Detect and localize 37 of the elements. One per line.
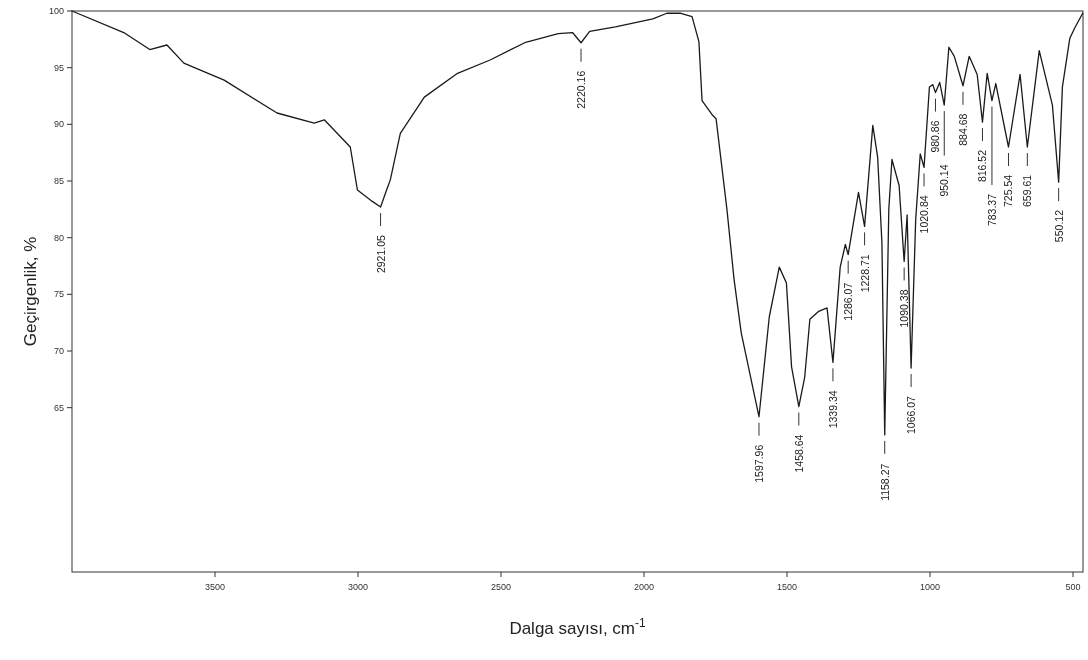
annotation: 950.14 <box>938 164 951 197</box>
x-tick-label: 500 <box>1065 582 1081 592</box>
annotation: 1286.07 <box>842 282 855 321</box>
annotation: 783.37 <box>985 193 998 227</box>
y-tick-label: 65 <box>53 402 64 413</box>
annotation: 2921.05 <box>374 234 387 274</box>
annotation: 659.61 <box>1021 174 1034 207</box>
annotation: 816.52 <box>976 149 989 183</box>
annotation: 1158.27 <box>878 463 891 501</box>
annotation: 1458.64 <box>792 434 805 473</box>
annotation: 884.68 <box>956 113 969 146</box>
x-axis-title: Dalga sayısı, cm$^{-1}$ <box>509 616 646 638</box>
y-axis-title: Geçirgenlik, % <box>21 236 40 347</box>
x-tick-label: 3000 <box>347 582 369 592</box>
annotation: 550.12 <box>1052 209 1065 243</box>
annotation: 1090.38 <box>898 289 911 328</box>
y-tick-label: 95 <box>53 62 64 73</box>
annotation: 725.54 <box>1002 174 1015 207</box>
annotation: 1339.34 <box>826 390 839 429</box>
annotation: 1020.84 <box>918 195 931 234</box>
y-tick-label: 75 <box>53 289 64 300</box>
annotation: 1066.07 <box>905 395 918 434</box>
annotation: 980.86 <box>929 120 942 153</box>
x-tick-label: 2500 <box>490 582 512 592</box>
annotation: 1597.96 <box>752 444 765 483</box>
annotation: 1228.71 <box>858 254 871 293</box>
y-tick-label: 90 <box>53 119 64 130</box>
y-tick-label: 85 <box>53 176 64 186</box>
annotation: 2220.16 <box>575 70 588 109</box>
x-tick-label: 2000 <box>633 582 655 592</box>
x-tick-label: 1000 <box>919 582 941 592</box>
y-tick-label: 70 <box>53 346 64 356</box>
y-tick-label: 100 <box>48 6 64 16</box>
x-tick-label: 3500 <box>204 582 226 592</box>
x-tick-label: 1500 <box>776 582 798 592</box>
line-series <box>71 10 1084 436</box>
y-tick-label: 80 <box>53 232 64 243</box>
